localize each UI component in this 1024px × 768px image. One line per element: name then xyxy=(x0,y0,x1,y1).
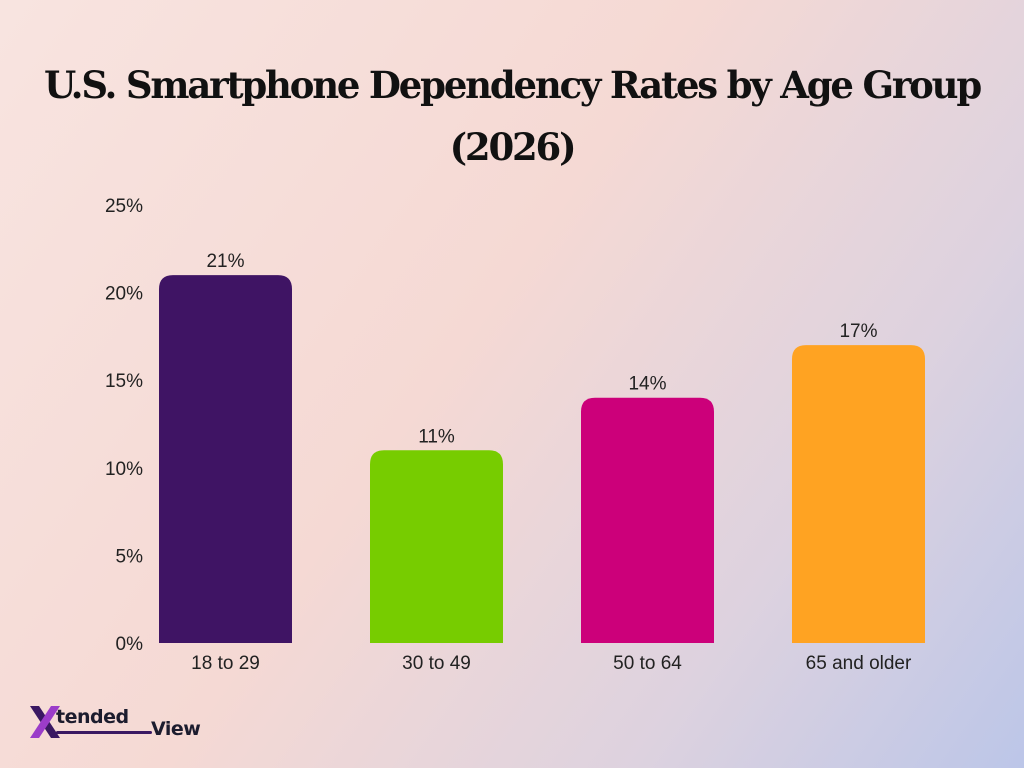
y-axis-tick-labels: 0% 5% 10% 15% 20% 25% xyxy=(105,196,143,655)
y-tick-label: 0% xyxy=(116,634,144,655)
y-tick-label: 20% xyxy=(105,284,143,305)
bar-65-and-older xyxy=(792,345,925,643)
bar-30-to-49 xyxy=(370,450,503,643)
category-labels: 18 to 29 30 to 49 50 to 64 65 and older xyxy=(191,653,912,674)
logo-word-tended: tended xyxy=(56,706,129,728)
data-labels: 21% 11% 14% 17% xyxy=(206,251,877,447)
category-label: 50 to 64 xyxy=(613,653,682,674)
xtendedview-logo: tended View xyxy=(28,704,218,744)
y-tick-label: 5% xyxy=(116,546,144,567)
logo-underline xyxy=(56,731,152,734)
y-tick-label: 25% xyxy=(105,196,143,217)
logo-word-view: View xyxy=(151,718,201,740)
logo-x-icon xyxy=(30,706,60,738)
logo-x-stroke-2 xyxy=(30,706,60,738)
data-label: 21% xyxy=(206,251,244,272)
y-tick-label: 15% xyxy=(105,371,143,392)
bar-50-to-64 xyxy=(581,397,714,643)
data-label: 17% xyxy=(839,321,877,342)
category-label: 30 to 49 xyxy=(402,653,471,674)
data-label: 14% xyxy=(628,374,666,395)
category-label: 18 to 29 xyxy=(191,653,260,674)
category-label: 65 and older xyxy=(806,653,912,674)
chart-title: U.S. Smartphone Dependency Rates by Age … xyxy=(44,63,982,169)
data-label: 11% xyxy=(418,426,455,447)
y-tick-label: 10% xyxy=(105,459,143,480)
bar-18-to-29 xyxy=(159,275,292,643)
bars xyxy=(159,275,925,643)
